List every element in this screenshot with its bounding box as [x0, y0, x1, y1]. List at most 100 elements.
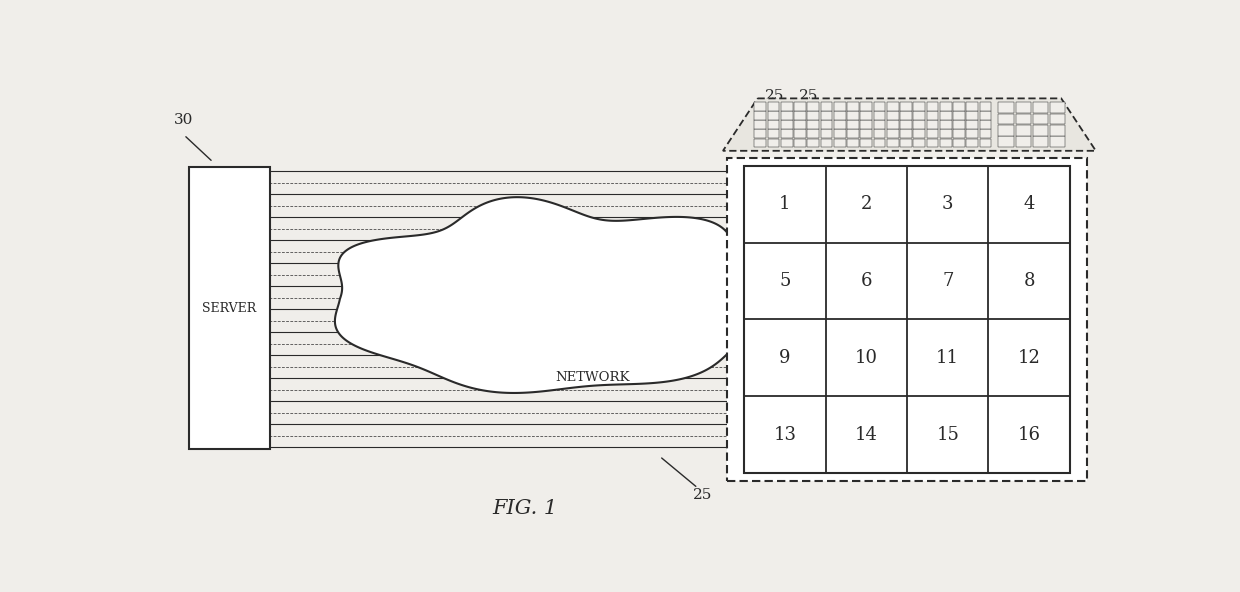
Bar — [954, 102, 965, 111]
Bar — [1033, 114, 1048, 124]
Bar — [754, 102, 766, 111]
Bar — [966, 139, 978, 147]
Text: 2: 2 — [861, 195, 872, 213]
Bar — [768, 120, 780, 128]
Bar — [874, 102, 885, 111]
Bar — [1050, 114, 1065, 124]
Bar — [980, 120, 992, 128]
Bar — [1033, 125, 1048, 136]
Text: 25: 25 — [765, 89, 785, 103]
Text: 25: 25 — [693, 488, 713, 502]
Bar — [966, 120, 978, 128]
Bar — [966, 102, 978, 111]
Bar — [980, 139, 992, 147]
Bar — [861, 102, 872, 111]
Bar — [727, 157, 1087, 481]
Text: 10: 10 — [854, 349, 878, 367]
Bar — [821, 139, 832, 147]
Bar — [940, 120, 952, 128]
Bar — [768, 102, 780, 111]
Bar — [914, 139, 925, 147]
Bar — [954, 130, 965, 138]
Bar — [1016, 114, 1032, 124]
Text: 30: 30 — [174, 112, 193, 127]
Bar — [835, 139, 846, 147]
Text: 4: 4 — [1023, 195, 1035, 213]
Bar — [768, 139, 780, 147]
Bar — [914, 130, 925, 138]
Bar — [781, 120, 792, 128]
Bar — [847, 120, 859, 128]
Text: 16: 16 — [1018, 426, 1040, 443]
Bar — [926, 102, 939, 111]
Text: 25: 25 — [799, 89, 818, 103]
Bar — [781, 111, 792, 120]
Bar — [954, 120, 965, 128]
Bar — [980, 111, 992, 120]
Text: 6: 6 — [861, 272, 872, 290]
Bar — [914, 120, 925, 128]
Text: SERVER: SERVER — [202, 301, 257, 314]
Bar — [966, 111, 978, 120]
Bar — [914, 111, 925, 120]
Bar — [821, 111, 832, 120]
Bar — [781, 139, 792, 147]
Bar — [940, 139, 952, 147]
Bar — [835, 111, 846, 120]
Bar — [926, 130, 939, 138]
Text: 1: 1 — [779, 195, 791, 213]
Bar — [1050, 102, 1065, 113]
Bar — [807, 111, 820, 120]
Bar — [1033, 136, 1048, 147]
Bar — [1033, 102, 1048, 113]
Bar — [998, 125, 1014, 136]
Bar — [847, 139, 859, 147]
Text: 7: 7 — [942, 272, 954, 290]
Bar — [998, 102, 1014, 113]
Bar — [1016, 125, 1032, 136]
Bar — [980, 130, 992, 138]
Bar — [1016, 136, 1032, 147]
Bar — [926, 120, 939, 128]
Bar — [821, 102, 832, 111]
Bar — [887, 120, 899, 128]
Text: 13: 13 — [774, 426, 796, 443]
Bar — [847, 130, 859, 138]
Bar — [954, 139, 965, 147]
Text: 3: 3 — [942, 195, 954, 213]
Bar — [835, 130, 846, 138]
Bar — [847, 111, 859, 120]
Bar — [887, 130, 899, 138]
Bar — [900, 102, 911, 111]
Bar — [861, 120, 872, 128]
Bar — [980, 102, 992, 111]
Text: NETWORK: NETWORK — [556, 371, 630, 384]
Bar — [954, 111, 965, 120]
Bar — [926, 111, 939, 120]
Bar — [807, 120, 820, 128]
Bar — [900, 111, 911, 120]
Bar — [998, 114, 1014, 124]
Bar — [966, 130, 978, 138]
Bar — [795, 139, 806, 147]
Bar — [795, 120, 806, 128]
Bar — [874, 139, 885, 147]
Bar — [781, 102, 792, 111]
Bar — [807, 102, 820, 111]
Bar — [861, 111, 872, 120]
Bar — [900, 139, 911, 147]
Bar — [807, 130, 820, 138]
Bar — [940, 111, 952, 120]
Bar — [914, 102, 925, 111]
Bar — [188, 167, 270, 449]
Bar — [754, 120, 766, 128]
Bar — [940, 102, 952, 111]
Bar — [861, 130, 872, 138]
Bar — [926, 139, 939, 147]
Bar — [821, 120, 832, 128]
Bar — [940, 130, 952, 138]
Bar — [861, 139, 872, 147]
Bar — [887, 139, 899, 147]
Bar — [754, 139, 766, 147]
Bar — [998, 136, 1014, 147]
